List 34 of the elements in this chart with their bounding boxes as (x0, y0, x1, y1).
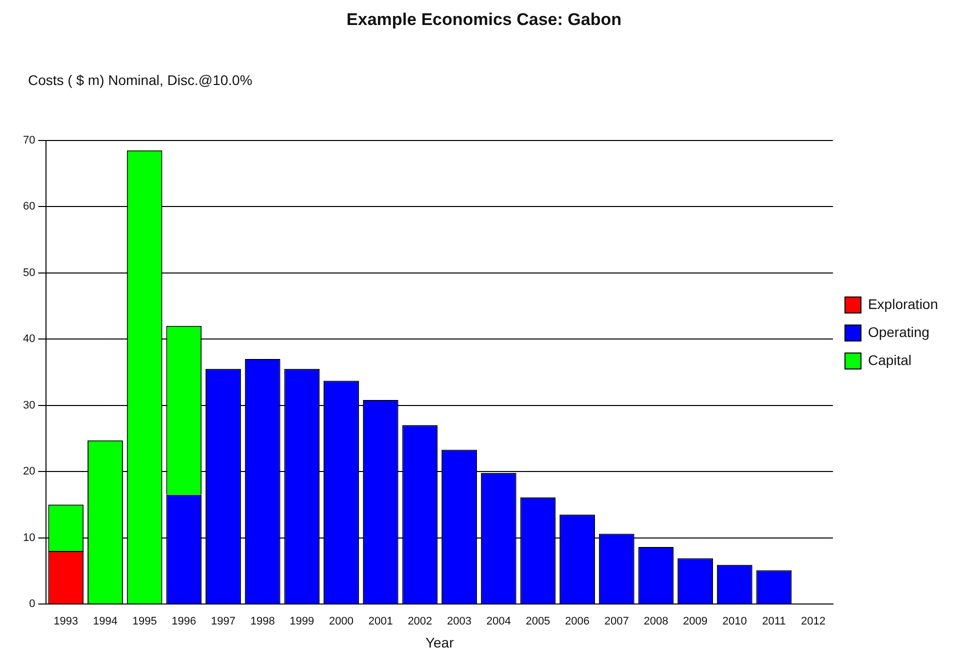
y-tick-label: 10 (22, 532, 36, 544)
y-tick-label: 60 (22, 200, 36, 213)
x-tick-label: 2010 (722, 616, 747, 628)
legend-label: Capital (868, 352, 912, 368)
y-tick-label: 50 (22, 266, 36, 279)
y-tick-label: 40 (22, 333, 36, 346)
x-axis-title: Year (425, 634, 454, 650)
x-tick-label: 2003 (447, 616, 472, 628)
x-tick-label: 2005 (526, 616, 550, 628)
x-tick-label: 1998 (250, 616, 275, 628)
x-tick-label: 2001 (368, 616, 393, 628)
x-tick-label: 2004 (486, 616, 511, 628)
x-tick-label: 1999 (290, 616, 314, 628)
x-tick-label: 2002 (408, 616, 432, 628)
x-tick-label: 2012 (801, 616, 826, 628)
x-tick-label: 2007 (604, 616, 629, 628)
chart-subtitle: Costs ( $ m) Nominal, Disc.@10.0% (28, 72, 252, 88)
x-tick-label: 1996 (172, 616, 196, 628)
x-tick-label: 2000 (329, 616, 354, 628)
y-tick-label: 0 (29, 598, 36, 610)
x-tick-label: 1993 (54, 616, 78, 628)
x-tick-label: 1997 (211, 616, 236, 628)
x-tick-label: 1994 (92, 616, 118, 628)
chart-title: Example Economics Case: Gabon (346, 10, 622, 29)
x-tick-label: 2006 (565, 616, 590, 628)
x-tick-label: 1995 (132, 616, 157, 628)
y-tick-label: 30 (22, 399, 36, 412)
y-tick-label: 20 (22, 466, 36, 478)
legend-label: Exploration (868, 296, 938, 312)
y-tick-label: 70 (22, 134, 36, 146)
x-tick-label: 2011 (762, 616, 786, 628)
legend-label: Operating (868, 324, 930, 340)
x-tick-label: 2008 (644, 616, 668, 628)
x-tick-label: 2009 (683, 616, 708, 628)
